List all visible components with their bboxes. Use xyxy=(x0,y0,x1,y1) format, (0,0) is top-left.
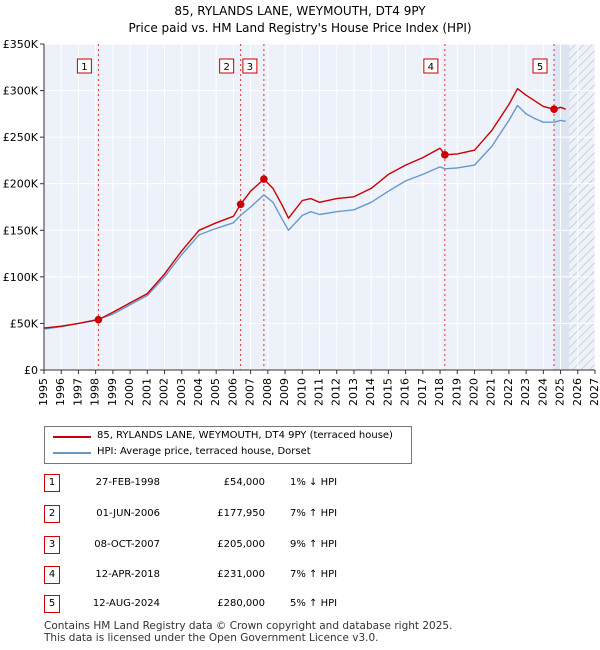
y-tick-label: £50K xyxy=(10,317,39,330)
price-paid-line xyxy=(43,87,566,329)
x-tick-label: 2009 xyxy=(278,378,291,406)
sale-price: £280,000 xyxy=(217,598,265,609)
y-tick-label: £0 xyxy=(24,364,38,377)
y-tick-label: £350K xyxy=(3,38,39,51)
sale-marker-badge xyxy=(532,58,548,74)
x-tick-label: 2000 xyxy=(123,378,136,406)
x-tick-label: 2007 xyxy=(244,378,257,406)
x-tick-label: 2014 xyxy=(364,378,377,406)
sale-marker-badge xyxy=(423,58,439,74)
sale-row: 1 27-FEB-1998 £54,000 1% ↓ HPI xyxy=(0,474,600,494)
sale-hpi-diff: 5% ↑ HPI xyxy=(290,598,338,609)
sale-point xyxy=(441,151,449,159)
x-tick-label: 2013 xyxy=(347,378,360,406)
x-tick-label: 2012 xyxy=(330,378,343,406)
x-tick-label: 2008 xyxy=(261,378,274,406)
x-tick-label: 2025 xyxy=(554,378,567,406)
x-tick-label: 2002 xyxy=(158,378,171,406)
sale-price: £205,000 xyxy=(217,539,265,550)
y-tick-label: £250K xyxy=(3,131,39,144)
y-tick-label: £300K xyxy=(3,85,39,98)
legend-price-swatch xyxy=(53,436,91,438)
y-tick-label: £100K xyxy=(3,271,39,284)
chart-title: 85, RYLANDS LANE, WEYMOUTH, DT4 9PY xyxy=(174,4,426,18)
sale-point xyxy=(550,105,558,113)
x-tick-label: 2011 xyxy=(313,378,326,406)
sale-marker-badge xyxy=(76,58,92,74)
sale-point xyxy=(260,175,268,183)
sale-number-badge: 2 xyxy=(44,505,60,523)
sale-price: £231,000 xyxy=(217,569,265,580)
x-tick-label: 2023 xyxy=(519,378,532,406)
sale-marker-badge xyxy=(242,58,258,74)
footer-copyright: Contains HM Land Registry data © Crown c… xyxy=(44,620,453,632)
sale-row: 3 08-OCT-2007 £205,000 9% ↑ HPI xyxy=(0,536,600,556)
sale-date: 01-JUN-2006 xyxy=(96,508,160,519)
sale-point xyxy=(94,315,103,324)
x-tick-label: 2006 xyxy=(226,378,239,406)
sale-marker-label: 5 xyxy=(537,62,543,73)
sale-date: 12-APR-2018 xyxy=(95,569,160,580)
sale-hpi-diff: 9% ↑ HPI xyxy=(290,539,338,550)
x-tick-label: 2020 xyxy=(467,378,480,406)
forecast-hatch xyxy=(569,44,595,370)
footer-license: This data is licensed under the Open Gov… xyxy=(44,632,379,644)
y-tick-label: £200K xyxy=(3,178,39,191)
highlight-band xyxy=(554,44,570,370)
legend-price-label: 85, RYLANDS LANE, WEYMOUTH, DT4 9PY (ter… xyxy=(97,430,393,441)
sale-date: 12-AUG-2024 xyxy=(92,598,160,609)
sale-hpi-diff: 7% ↑ HPI xyxy=(290,508,338,519)
sale-number-badge: 1 xyxy=(44,474,60,492)
legend-hpi-swatch xyxy=(53,452,91,454)
sale-number-badge: 4 xyxy=(44,566,60,584)
x-tick-label: 2003 xyxy=(175,378,188,406)
sale-marker-label: 4 xyxy=(428,62,434,73)
x-tick-label: 1997 xyxy=(71,378,84,406)
sale-marker-label: 3 xyxy=(247,62,253,73)
sale-number-badge: 5 xyxy=(44,595,60,613)
sale-row: 4 12-APR-2018 £231,000 7% ↑ HPI xyxy=(0,566,600,586)
x-tick-label: 1999 xyxy=(106,378,119,406)
y-tick-label: £150K xyxy=(3,224,39,237)
x-tick-label: 2019 xyxy=(450,378,463,406)
sale-marker-badge xyxy=(219,58,235,74)
sale-date: 08-OCT-2007 xyxy=(94,539,160,550)
sale-marker-label: 2 xyxy=(223,62,229,73)
x-tick-label: 2010 xyxy=(295,378,308,406)
hpi-line xyxy=(43,104,566,330)
sale-date: 27-FEB-1998 xyxy=(95,477,160,488)
chart-subtitle: Price paid vs. HM Land Registry's House … xyxy=(128,21,472,35)
x-tick-label: 2016 xyxy=(399,378,412,406)
sale-row: 2 01-JUN-2006 £177,950 7% ↑ HPI xyxy=(0,505,600,525)
sale-point xyxy=(236,200,245,209)
x-tick-label: 1998 xyxy=(89,378,102,406)
price-chart: 1995 1996 1997 1998 1999 2000 2001 2002 2003 2004… xyxy=(3,38,600,406)
sale-hpi-diff: 7% ↑ HPI xyxy=(290,569,338,580)
x-tick-label: 1995 xyxy=(37,378,50,406)
x-tick-label: 2021 xyxy=(485,378,498,406)
x-tick-label: 2015 xyxy=(381,378,394,406)
x-tick-label: 2005 xyxy=(209,378,222,406)
sale-number-badge: 3 xyxy=(44,536,60,554)
x-tick-label: 2026 xyxy=(571,378,584,406)
x-tick-label: 2022 xyxy=(502,378,515,406)
sale-price: £177,950 xyxy=(217,508,265,519)
x-tick-label: 2018 xyxy=(433,378,446,406)
x-tick-label: 1996 xyxy=(54,378,67,406)
legend-hpi-label: HPI: Average price, terraced house, Dors… xyxy=(97,446,311,457)
sale-row: 5 12-AUG-2024 £280,000 5% ↑ HPI xyxy=(0,595,600,615)
x-tick-label: 2017 xyxy=(416,378,429,406)
sale-hpi-diff: 1% ↓ HPI xyxy=(290,477,338,488)
sale-marker-label: 1 xyxy=(81,62,87,73)
legend: 85, RYLANDS LANE, WEYMOUTH, DT4 9PY (ter… xyxy=(44,426,412,464)
sale-price: £54,000 xyxy=(223,477,265,488)
x-tick-label: 2004 xyxy=(192,378,205,406)
x-tick-label: 2024 xyxy=(536,378,549,406)
x-tick-label: 2027 xyxy=(588,378,600,406)
x-tick-label: 2001 xyxy=(140,378,153,406)
